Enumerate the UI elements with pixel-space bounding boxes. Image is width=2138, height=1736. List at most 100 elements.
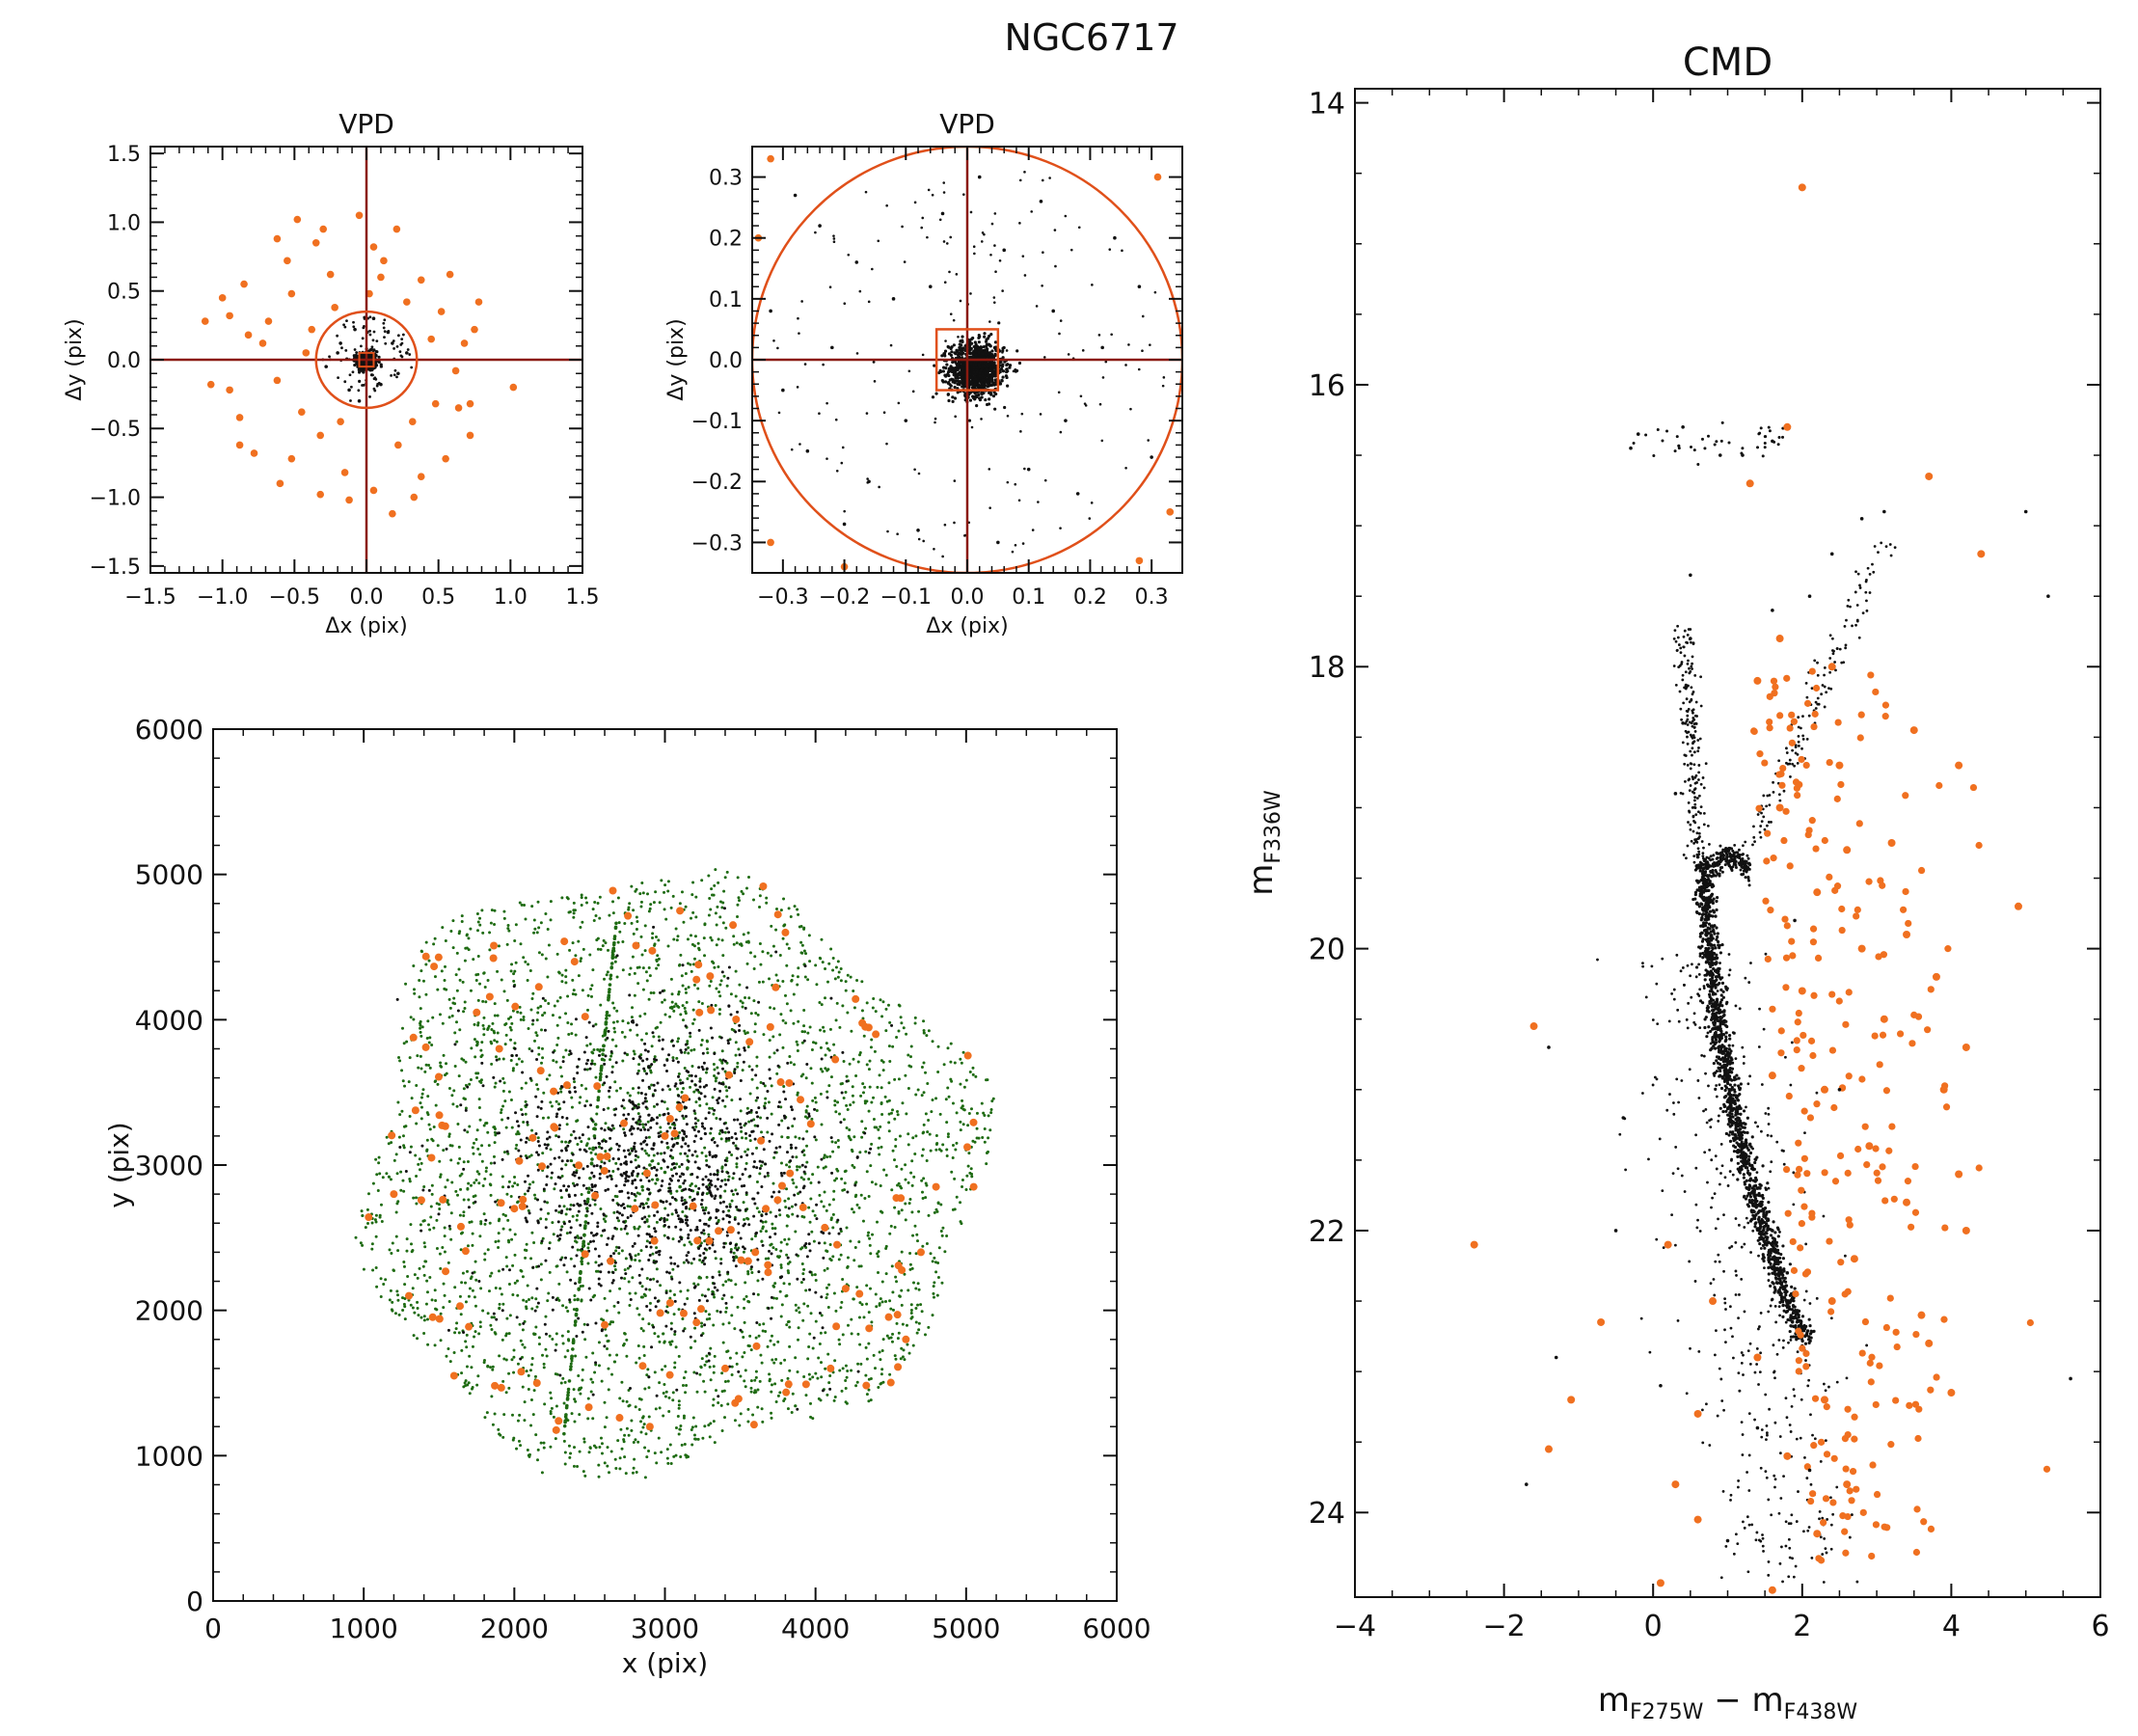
member-star bbox=[926, 1130, 930, 1134]
member-star bbox=[822, 1166, 825, 1170]
member-star bbox=[556, 1036, 560, 1040]
member-star bbox=[843, 509, 846, 513]
member-star bbox=[942, 240, 946, 243]
member-star bbox=[467, 936, 471, 940]
member-star bbox=[888, 1020, 892, 1024]
member-star bbox=[772, 1051, 776, 1055]
member-star bbox=[537, 1336, 541, 1340]
member-star bbox=[907, 1143, 910, 1147]
member-star bbox=[802, 949, 806, 953]
member-star bbox=[924, 1196, 928, 1200]
member-star bbox=[615, 975, 619, 979]
member-star bbox=[443, 978, 447, 982]
member-star bbox=[502, 1413, 506, 1417]
member-star bbox=[966, 1124, 970, 1127]
x-axis-label: Δx (pix) bbox=[325, 614, 407, 638]
member-star bbox=[967, 419, 972, 422]
member-star bbox=[703, 1424, 707, 1428]
member-star bbox=[647, 1214, 651, 1218]
field-point bbox=[337, 418, 344, 425]
member-star bbox=[536, 1006, 540, 1010]
member-star bbox=[897, 1211, 901, 1215]
member-star bbox=[670, 1212, 674, 1216]
member-star bbox=[411, 1287, 415, 1290]
member-star bbox=[898, 1134, 902, 1138]
member-star bbox=[527, 1297, 530, 1301]
member-star bbox=[734, 994, 738, 998]
member-star bbox=[743, 1029, 746, 1033]
member-star bbox=[504, 1358, 508, 1362]
member-star bbox=[942, 181, 946, 184]
member-star bbox=[931, 1314, 934, 1317]
member-point bbox=[830, 345, 834, 350]
member-star bbox=[949, 235, 953, 239]
member-star bbox=[736, 903, 740, 907]
member-star bbox=[639, 1420, 643, 1424]
member-star bbox=[1001, 375, 1005, 379]
member-star bbox=[753, 955, 757, 959]
member-star bbox=[985, 342, 988, 346]
member-star bbox=[443, 1293, 447, 1297]
member-star bbox=[663, 1013, 667, 1017]
member-star bbox=[1054, 264, 1057, 268]
member-star bbox=[502, 990, 506, 993]
member-star bbox=[888, 1232, 892, 1235]
member-star bbox=[462, 1385, 466, 1389]
member-star bbox=[417, 1066, 420, 1070]
member-star bbox=[548, 1073, 552, 1077]
member-star bbox=[1005, 367, 1009, 371]
member-star bbox=[947, 368, 951, 373]
member-star bbox=[682, 1376, 686, 1380]
member-star bbox=[771, 944, 775, 948]
member-star bbox=[893, 1225, 897, 1229]
member-star bbox=[524, 1099, 528, 1103]
member-star bbox=[646, 892, 650, 896]
member-star bbox=[543, 998, 547, 1002]
member-star bbox=[827, 1048, 831, 1052]
member-star bbox=[685, 1383, 689, 1387]
member-star bbox=[921, 216, 925, 220]
member-star bbox=[977, 333, 981, 338]
member-star bbox=[562, 1401, 566, 1405]
member-star bbox=[585, 1099, 589, 1103]
member-star bbox=[676, 1040, 680, 1044]
member-star bbox=[764, 1097, 768, 1100]
member-star bbox=[690, 1425, 694, 1429]
member-star bbox=[723, 1070, 727, 1073]
member-star bbox=[589, 1151, 593, 1154]
member-star bbox=[746, 1299, 750, 1303]
member-star bbox=[668, 1341, 672, 1344]
member-star bbox=[549, 1445, 553, 1449]
member-star bbox=[548, 1270, 552, 1274]
member-star bbox=[824, 1367, 827, 1370]
member-star bbox=[368, 333, 372, 337]
member-star bbox=[789, 1061, 793, 1065]
member-star bbox=[547, 1002, 551, 1006]
member-star bbox=[452, 996, 456, 1000]
member-star bbox=[961, 381, 964, 385]
member-star bbox=[393, 368, 397, 372]
member-star bbox=[872, 1353, 876, 1357]
member-star bbox=[997, 321, 1001, 325]
member-star bbox=[680, 890, 684, 894]
member-star bbox=[583, 1338, 587, 1342]
member-star bbox=[390, 373, 392, 377]
member-star bbox=[581, 1262, 584, 1266]
member-star bbox=[558, 995, 562, 999]
member-star bbox=[609, 1450, 613, 1453]
member-star bbox=[1141, 314, 1145, 318]
member-star bbox=[815, 983, 819, 987]
member-star bbox=[621, 1059, 625, 1063]
member-star bbox=[502, 916, 506, 920]
member-star bbox=[962, 1085, 966, 1089]
member-star bbox=[884, 1247, 888, 1251]
member-star bbox=[465, 1345, 469, 1349]
member-star bbox=[789, 915, 793, 919]
member-star bbox=[447, 1016, 451, 1019]
member-star bbox=[723, 1104, 727, 1108]
member-star bbox=[366, 1192, 370, 1196]
member-star bbox=[808, 1332, 812, 1336]
member-star bbox=[516, 1293, 520, 1297]
member-star bbox=[522, 1121, 526, 1125]
member-star bbox=[929, 1252, 933, 1256]
